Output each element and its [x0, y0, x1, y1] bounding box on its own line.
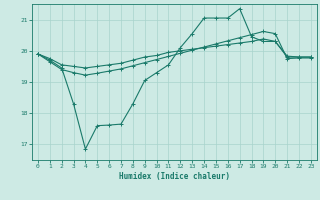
X-axis label: Humidex (Indice chaleur): Humidex (Indice chaleur) — [119, 172, 230, 181]
